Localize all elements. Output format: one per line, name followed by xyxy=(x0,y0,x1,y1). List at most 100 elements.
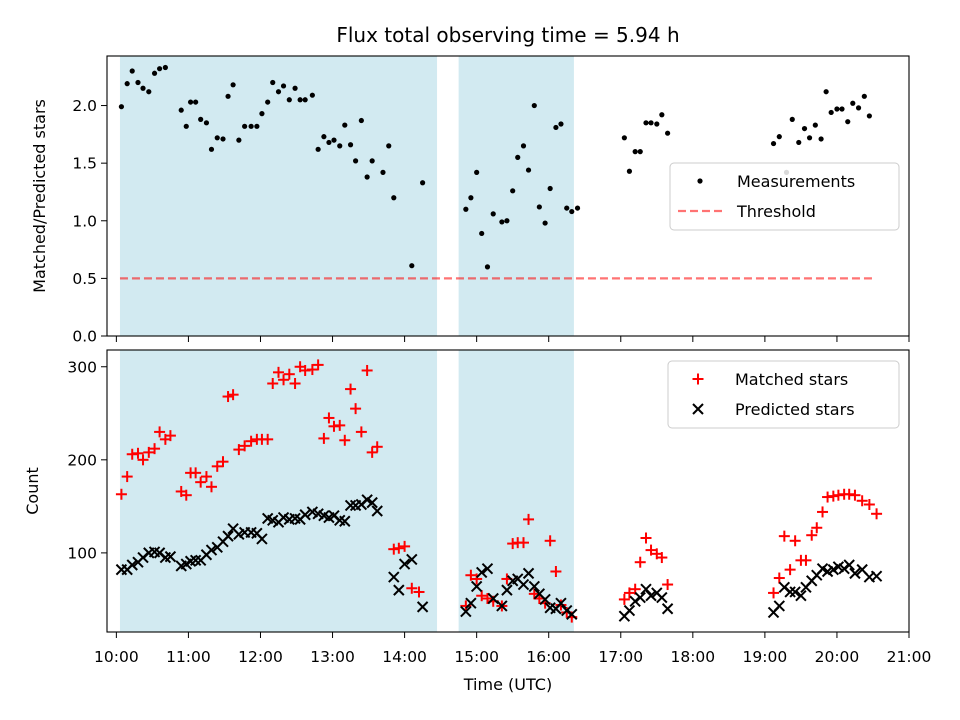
matched-star-marker xyxy=(132,447,144,459)
measurement-point xyxy=(845,119,851,125)
x-tick-label: 14:00 xyxy=(382,648,427,666)
legend-box xyxy=(669,162,900,231)
matched-star-marker xyxy=(233,444,245,456)
bottom-y-axis-label: Count xyxy=(23,467,42,515)
matched-star-marker xyxy=(618,593,630,605)
measurement-point xyxy=(369,158,375,164)
measurement-point xyxy=(208,146,215,152)
predicted-star-marker xyxy=(416,601,429,613)
bottom-axes-frame xyxy=(106,349,910,633)
observing-interval-1 xyxy=(119,56,438,336)
legend-key-measurement xyxy=(697,178,703,184)
measurement-point xyxy=(479,230,485,237)
measurement-point xyxy=(286,97,292,103)
matched-star-marker xyxy=(361,364,373,376)
predicted-star-marker xyxy=(299,509,311,521)
matched-star-marker xyxy=(121,471,133,483)
y-tick-label: 2.0 xyxy=(72,97,97,115)
predicted-star-marker xyxy=(189,554,202,567)
measurement-point xyxy=(547,185,553,192)
measurement-point xyxy=(463,206,469,212)
y-tick-label: 300 xyxy=(67,358,97,376)
matched-star-marker xyxy=(634,556,646,568)
measurement-point xyxy=(850,100,856,106)
predicted-star-marker xyxy=(481,563,494,575)
measurement-point xyxy=(302,97,308,103)
measurement-point xyxy=(626,168,633,174)
measurement-point xyxy=(292,85,298,91)
matched-star-marker xyxy=(195,476,207,488)
x-tick-label: 16:00 xyxy=(526,648,571,666)
matched-star-marker xyxy=(312,359,324,371)
bottom-legend: Matched stars Predicted stars xyxy=(667,360,900,429)
measurement-point xyxy=(309,92,315,98)
measurement-point xyxy=(124,81,130,87)
matched-star-marker xyxy=(217,456,229,468)
matched-star-marker xyxy=(371,441,383,453)
measurement-point xyxy=(855,105,862,111)
top-panel-ratio: 0.00.51.01.52.0 Matched/Predicted stars … xyxy=(30,55,910,346)
measurement-point xyxy=(776,134,782,140)
x-tick-label: 13:00 xyxy=(310,648,355,666)
matched-star-marker xyxy=(784,564,796,576)
matched-star-marker xyxy=(190,467,202,479)
y-tick-label: 200 xyxy=(67,451,97,469)
matched-star-marker xyxy=(623,587,635,599)
y-tick-label: 1.0 xyxy=(72,212,97,230)
matched-star-marker xyxy=(849,489,861,501)
measurement-point xyxy=(347,142,354,148)
matched-star-marker xyxy=(205,481,217,493)
matched-star-marker xyxy=(115,488,127,500)
measurement-point xyxy=(193,99,199,105)
bottom-x-ticks: 10:00 11:00 12:00 13:00 14:00 15:00 16:00 17:00… xyxy=(94,632,931,666)
matched-star-marker xyxy=(773,572,785,584)
measurement-point xyxy=(248,123,254,129)
predicted-star-marker xyxy=(164,550,177,563)
matched-star-marker xyxy=(278,374,290,386)
matched-star-marker xyxy=(227,389,239,401)
matched-star-marker xyxy=(239,440,251,452)
predicted-star-marker xyxy=(634,591,646,604)
predicted-star-marker xyxy=(784,586,796,598)
measurement-point xyxy=(643,120,649,126)
predicted-star-marker xyxy=(843,559,855,571)
measurement-point xyxy=(315,146,321,152)
legend-label-measurement: Measurements xyxy=(737,172,855,191)
matched-star-marker xyxy=(366,446,378,458)
top-observing-intervals xyxy=(119,56,574,336)
measurement-point xyxy=(259,111,265,117)
matched-star-marker xyxy=(476,590,488,602)
measurement-point xyxy=(542,220,548,226)
predicted-star-marker xyxy=(398,558,411,570)
predicted-star-marker xyxy=(205,544,218,556)
x-tick-label: 10:00 xyxy=(94,648,139,666)
top-y-ticks: 0.0 0.5 1.0 1.5 2.0 xyxy=(72,97,107,346)
measurement-point xyxy=(823,89,829,95)
matched-star-marker xyxy=(211,460,223,472)
observing-interval-1 xyxy=(119,350,438,632)
measurement-point xyxy=(275,89,282,95)
measurement-point xyxy=(553,124,559,131)
matched-star-marker xyxy=(778,530,790,542)
matched-star-marker xyxy=(149,443,161,455)
measurement-point xyxy=(118,104,125,110)
predicted-star-marker xyxy=(460,605,472,618)
measurement-point xyxy=(574,205,581,211)
measurement-point xyxy=(525,167,532,173)
bottom-y-ticks: 100 200 300 xyxy=(67,358,107,562)
legend-box xyxy=(667,360,900,429)
measurement-point xyxy=(648,120,654,126)
measurement-point xyxy=(499,219,505,225)
predicted-star-marker xyxy=(475,566,488,579)
matched-star-marker xyxy=(817,506,829,518)
measurement-point xyxy=(331,137,337,143)
predicted-star-marker xyxy=(501,584,513,596)
matched-star-marker xyxy=(180,489,192,501)
matched-star-marker xyxy=(222,391,234,403)
predicted-star-marker xyxy=(640,583,652,595)
measurement-point xyxy=(770,140,777,147)
matched-star-marker xyxy=(768,587,780,599)
predicted-star-marker xyxy=(789,586,801,598)
legend-key-predicted xyxy=(692,403,704,415)
observing-interval-2 xyxy=(458,56,574,336)
